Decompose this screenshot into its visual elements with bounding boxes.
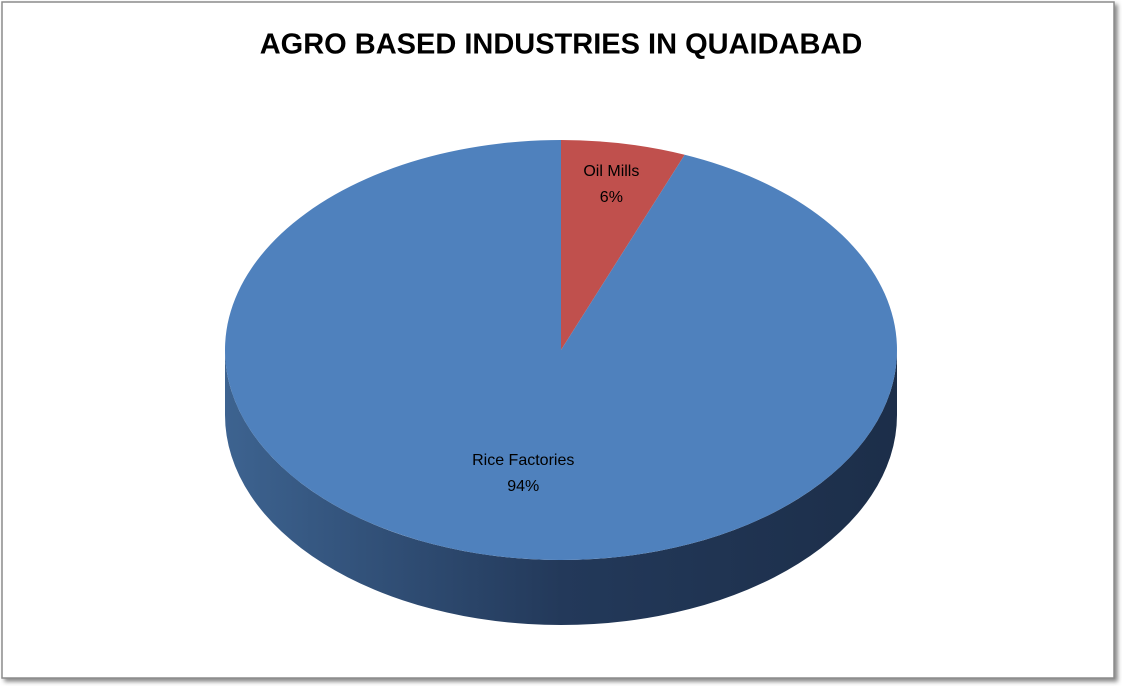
- pie: Oil Mills 6% Rice Factories 94%: [225, 140, 898, 625]
- pie-slice: [561, 140, 685, 350]
- pie-side: [225, 350, 897, 625]
- slice-label: Rice Factories: [472, 452, 574, 469]
- chart-title: AGRO BASED INDUSTRIES IN QUAIDABAD: [260, 29, 863, 61]
- slice-value-label: 94%: [507, 478, 539, 495]
- slice-label: Oil Mills: [583, 163, 639, 180]
- pie-slice: [225, 140, 898, 560]
- slice-value-label: 6%: [600, 189, 623, 206]
